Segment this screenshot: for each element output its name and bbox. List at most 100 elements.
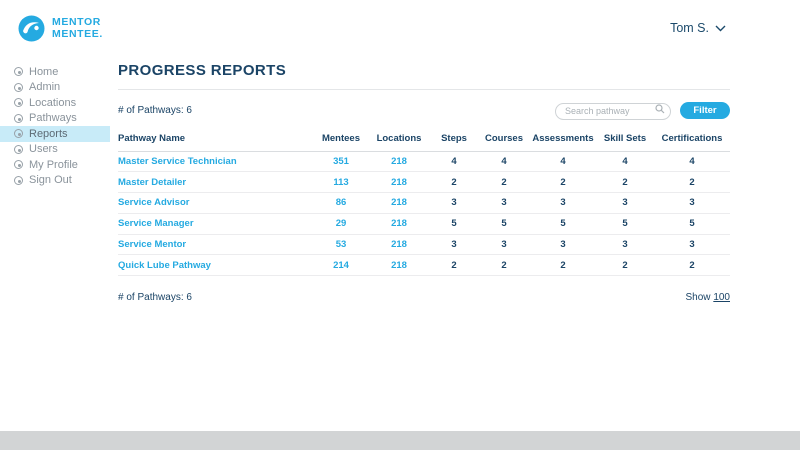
show-value[interactable]: 100 [713, 292, 730, 304]
top-header: MENTOR MENTEE. Tom S. [0, 0, 800, 56]
cell-certifications: 4 [689, 155, 695, 167]
column-header-mentees: Mentees [321, 132, 360, 144]
sidebar-item-admin[interactable]: Admin [0, 80, 110, 96]
pathway-name-link[interactable]: Service Mentor [118, 239, 187, 251]
reports-icon [14, 129, 23, 139]
table-footer: # of Pathways: 6 Show 100 [118, 292, 730, 303]
cell-certifications: 2 [689, 259, 695, 271]
sidebar-item-label: My Profile [29, 158, 78, 171]
toolbar-right: Filter [555, 101, 730, 120]
sidebar-item-my-profile[interactable]: My Profile [0, 157, 110, 173]
logo-text: MENTOR MENTEE. [52, 16, 103, 40]
table-row: Master Detailer 113 218 2 2 2 2 2 [118, 172, 730, 194]
cell-locations[interactable]: 218 [391, 176, 407, 188]
sidebar-item-home[interactable]: Home [0, 64, 110, 80]
pathways-count-bottom: # of Pathways: 6 [118, 292, 192, 304]
logo: MENTOR MENTEE. [18, 15, 103, 42]
cell-assessments: 3 [560, 197, 566, 209]
cell-locations[interactable]: 218 [391, 259, 407, 271]
sidebar-item-label: Home [29, 65, 59, 78]
cell-locations[interactable]: 218 [391, 239, 407, 251]
sidebar-item-label: Sign Out [29, 174, 72, 187]
filter-button[interactable]: Filter [680, 101, 730, 119]
table-row: Service Manager 29 218 5 5 5 5 5 [118, 214, 730, 235]
pathway-name-link[interactable]: Service Manager [118, 218, 194, 230]
pathway-name-link[interactable]: Master Service Technician [118, 155, 237, 167]
sidebar-item-pathways[interactable]: Pathways [0, 111, 110, 127]
mentor-mentee-logo-icon [18, 15, 45, 41]
cell-steps: 3 [451, 197, 457, 209]
chevron-down-icon [715, 25, 726, 31]
my-profile-icon [14, 160, 23, 170]
cell-mentees[interactable]: 351 [333, 155, 349, 167]
show-count-link[interactable]: Show 100 [686, 292, 730, 303]
show-label: Show [685, 292, 711, 304]
logo-line1: MENTOR [52, 15, 101, 28]
cell-courses: 3 [501, 197, 507, 209]
pathway-name-link[interactable]: Master Detailer [118, 176, 187, 188]
home-icon [14, 67, 23, 77]
cell-assessments: 3 [560, 239, 566, 251]
sign-out-icon [14, 175, 23, 185]
sidebar-item-users[interactable]: Users [0, 142, 110, 158]
cell-steps: 4 [451, 155, 457, 167]
sidebar: Home Admin Locations Pathways Reports Users My… [0, 64, 110, 188]
sidebar-item-reports[interactable]: Reports [0, 126, 110, 142]
cell-steps: 2 [451, 259, 457, 271]
progress-reports-table: Pathway Name Mentees Locations Steps Courses… [118, 133, 730, 277]
sidebar-item-sign-out[interactable]: Sign Out [0, 173, 110, 189]
cell-skill_sets: 3 [622, 197, 628, 209]
page-title: PROGRESS REPORTS [118, 62, 730, 90]
cell-certifications: 3 [689, 239, 695, 251]
sidebar-item-locations[interactable]: Locations [0, 95, 110, 111]
sidebar-item-label: Locations [29, 96, 77, 109]
search-icon [655, 104, 665, 114]
cell-certifications: 5 [689, 218, 695, 230]
search-input[interactable] [555, 102, 671, 120]
toolbar: # of Pathways: 6 Filter [118, 101, 730, 120]
cell-locations[interactable]: 218 [391, 197, 407, 209]
column-header-courses: Courses [484, 132, 523, 144]
cell-steps: 5 [451, 218, 457, 230]
cell-skill_sets: 3 [622, 239, 628, 251]
sidebar-item-label: Admin [29, 81, 61, 94]
pathway-name-link[interactable]: Service Advisor [118, 197, 190, 209]
users-icon [14, 144, 23, 154]
cell-mentees[interactable]: 29 [335, 218, 347, 230]
cell-assessments: 2 [560, 176, 566, 188]
sidebar-item-label: Pathways [29, 112, 77, 125]
column-header-certifications: Certifications [661, 132, 723, 144]
cell-steps: 2 [451, 176, 457, 188]
cell-assessments: 2 [560, 259, 566, 271]
cell-mentees[interactable]: 86 [335, 197, 347, 209]
cell-mentees[interactable]: 53 [335, 239, 347, 251]
cell-mentees[interactable]: 214 [333, 259, 349, 271]
cell-skill_sets: 4 [622, 155, 628, 167]
sidebar-item-label: Reports [29, 127, 68, 140]
pathway-name-link[interactable]: Quick Lube Pathway [118, 259, 211, 271]
cell-courses: 5 [501, 218, 507, 230]
cell-courses: 3 [501, 239, 507, 251]
search-wrap [555, 101, 671, 120]
column-header-name: Pathway Name [118, 132, 186, 144]
logo-line2: MENTEE. [52, 28, 103, 40]
locations-icon [14, 98, 23, 108]
cell-assessments: 4 [560, 155, 566, 167]
cell-mentees[interactable]: 113 [333, 176, 349, 188]
cell-skill_sets: 2 [622, 259, 628, 271]
cell-skill_sets: 2 [622, 176, 628, 188]
cell-locations[interactable]: 218 [391, 155, 407, 167]
cell-locations[interactable]: 218 [391, 218, 407, 230]
user-menu[interactable]: Tom S. [670, 21, 726, 35]
pathways-icon [14, 113, 23, 123]
cell-skill_sets: 5 [622, 218, 628, 230]
column-header-skill_sets: Skill Sets [603, 132, 647, 144]
cell-courses: 2 [501, 259, 507, 271]
cell-certifications: 2 [689, 176, 695, 188]
main-content: PROGRESS REPORTS # of Pathways: 6 Filter… [118, 62, 730, 303]
admin-icon [14, 82, 23, 92]
table-body: Master Service Technician 351 218 4 4 4 4 4 Mast… [118, 152, 730, 277]
cell-steps: 3 [451, 239, 457, 251]
cell-courses: 2 [501, 176, 507, 188]
column-header-steps: Steps [441, 132, 467, 144]
